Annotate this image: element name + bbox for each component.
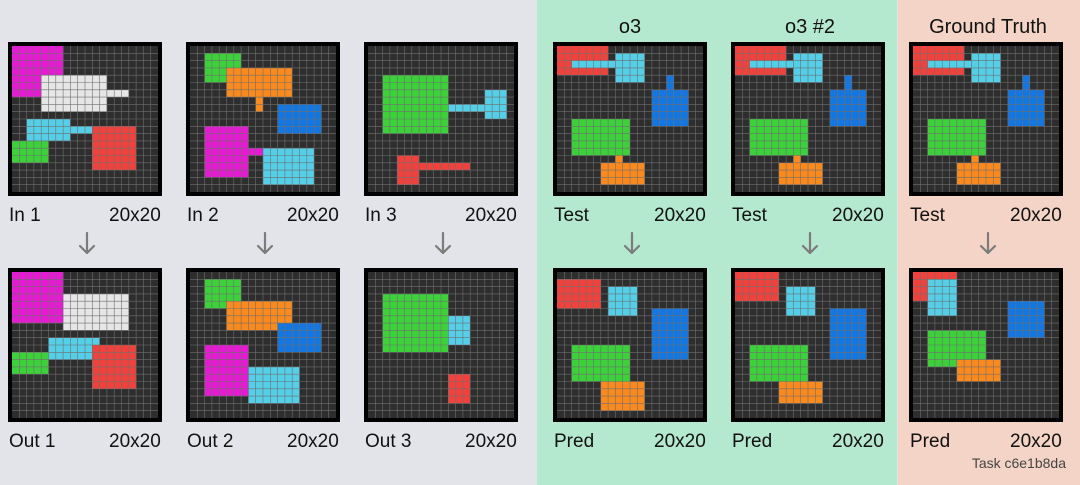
grid-canvas xyxy=(368,46,514,192)
orange-block xyxy=(615,155,623,163)
arrow-down-icon xyxy=(623,231,641,255)
label-out3: Out 3 xyxy=(365,431,412,452)
label-out2: Out 2 xyxy=(187,431,234,452)
label-in2: In 2 xyxy=(187,205,219,226)
grid-out2 xyxy=(186,268,340,422)
label-test-o3-2: Test xyxy=(732,205,767,226)
label-test-o3: Test xyxy=(554,205,589,226)
grid-canvas xyxy=(913,272,1059,418)
blue-block xyxy=(1007,301,1045,338)
grid-canvas xyxy=(735,272,881,418)
arrow-down-icon xyxy=(801,231,819,255)
task-id: Task c6e1b8da xyxy=(971,455,1066,471)
size-pred-o3: 20x20 xyxy=(654,431,706,452)
grid-test-o3 xyxy=(553,42,707,196)
label-pred-o3-2: Pred xyxy=(732,431,773,452)
cyan-block xyxy=(263,148,315,185)
cyan-block xyxy=(48,337,100,360)
grid-pred-o3 xyxy=(553,268,707,422)
grid-canvas xyxy=(12,272,158,418)
cyan-block xyxy=(248,366,300,404)
cyan-block xyxy=(927,60,965,68)
cyan-block xyxy=(749,60,787,68)
grid-canvas xyxy=(557,46,703,192)
size-test-o3: 20x20 xyxy=(654,205,706,226)
grid-in3 xyxy=(364,42,518,196)
green-block xyxy=(12,140,49,163)
arrow-down-icon xyxy=(979,231,997,255)
grid-canvas xyxy=(557,272,703,418)
orange-block xyxy=(971,155,979,163)
label-in1: In 1 xyxy=(9,205,41,226)
arrow-down-icon xyxy=(434,231,452,255)
blue-block xyxy=(651,89,689,127)
size-out1: 20x20 xyxy=(109,431,161,452)
white-block xyxy=(106,89,129,98)
label-pred-ground-truth: Pred xyxy=(910,431,951,452)
grid-out3 xyxy=(364,268,518,422)
grid-canvas xyxy=(368,272,514,418)
grid-canvas xyxy=(12,46,158,192)
cyan-block xyxy=(448,104,485,112)
size-in3: 20x20 xyxy=(465,205,517,226)
label-in3: In 3 xyxy=(365,205,397,226)
cyan-block xyxy=(786,60,794,68)
blue-block xyxy=(829,89,867,127)
grid-pred-o3-2 xyxy=(731,268,885,422)
label-out1: Out 1 xyxy=(9,431,56,452)
magenta-block xyxy=(12,272,64,324)
blue-block xyxy=(651,308,689,360)
blue-block xyxy=(829,308,867,360)
grid-canvas xyxy=(913,46,1059,192)
grid-test-ground-truth xyxy=(909,42,1063,196)
size-out2: 20x20 xyxy=(287,431,339,452)
arrow-down-icon xyxy=(256,231,274,255)
ground-truth-header: Ground Truth xyxy=(929,16,1047,38)
size-in2: 20x20 xyxy=(287,205,339,226)
cyan-block xyxy=(608,60,616,68)
white-block xyxy=(63,293,129,331)
size-test-o3-2: 20x20 xyxy=(832,205,884,226)
size-pred-ground-truth: 20x20 xyxy=(1010,431,1062,452)
grid-canvas xyxy=(735,46,881,192)
grid-in2 xyxy=(186,42,340,196)
blue-block xyxy=(1007,89,1045,127)
grid-in1 xyxy=(8,42,162,196)
orange-block xyxy=(793,155,801,163)
green-block xyxy=(12,352,49,375)
label-pred-o3: Pred xyxy=(554,431,595,452)
arrow-down-icon xyxy=(78,231,96,255)
o3-second-header: o3 #2 xyxy=(784,16,836,38)
size-out3: 20x20 xyxy=(465,431,517,452)
cyan-block xyxy=(964,60,972,68)
cyan-block xyxy=(571,60,609,68)
label-test-ground-truth: Test xyxy=(910,205,945,226)
white-block xyxy=(41,75,107,112)
red-block xyxy=(419,162,471,171)
grid-pred-ground-truth xyxy=(909,268,1063,422)
grid-canvas xyxy=(190,272,336,418)
size-in1: 20x20 xyxy=(109,205,161,226)
grid-test-o3-2 xyxy=(731,42,885,196)
size-pred-o3-2: 20x20 xyxy=(832,431,884,452)
o3-header: o3 xyxy=(618,16,642,38)
grid-canvas xyxy=(190,46,336,192)
grid-out1 xyxy=(8,268,162,422)
size-test-ground-truth: 20x20 xyxy=(1010,205,1062,226)
